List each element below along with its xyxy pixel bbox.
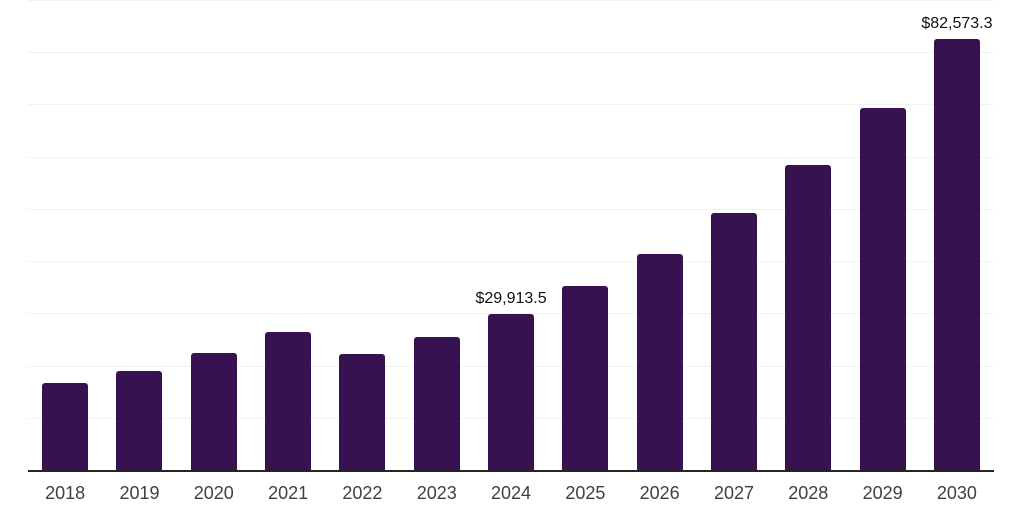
bar-slot-2030: $82,573.3 [920,0,994,470]
x-axis-labels: 2018 2019 2020 2021 2022 2023 2024 2025 2026 2027… [28,484,994,502]
bar-slot-2021 [251,0,325,470]
x-tick-label-2025: 2025 [565,483,606,503]
bar-2025 [562,286,609,470]
gridline-80000 [28,52,994,54]
bar-2026 [636,253,683,470]
bar-slot-2026 [623,0,697,470]
bar-slot-2025 [548,0,622,470]
bar-2022 [339,353,386,470]
bar-2024 [488,313,535,470]
x-tick-label-2021: 2021 [268,483,309,503]
x-tick-label-2023: 2023 [416,483,457,503]
bar-slot-2027 [697,0,771,470]
bar-slot-2028 [771,0,845,470]
bar-2030 [933,38,980,470]
bar-value-label-2024: $29,913.5 [475,289,547,307]
gridline-70000 [28,104,994,106]
bars-container: $29,913.5 $82,573.3 [28,0,994,470]
x-tick-label-2024: 2024 [491,483,532,503]
bar-slot-2024: $29,913.5 [474,0,548,470]
x-tick-label-2027: 2027 [713,483,754,503]
x-tick-label-2029: 2029 [862,483,903,503]
bar-slot-2019 [102,0,176,470]
x-tick-label-2019: 2019 [119,483,160,503]
x-tick-label-2020: 2020 [193,483,234,503]
bar-slot-2023 [400,0,474,470]
x-tick-label-2030: 2030 [936,483,977,503]
bar-slot-2020 [177,0,251,470]
gridline-50000 [28,208,994,210]
bar-2023 [413,336,460,470]
bar-2021 [265,332,312,470]
bar-value-label-2030: $82,573.3 [921,14,993,32]
bar-2018 [42,383,89,470]
bar-slot-2018 [28,0,102,470]
x-tick-label-2028: 2028 [788,483,829,503]
x-tick-label-2022: 2022 [342,483,383,503]
bar-2019 [116,371,163,470]
gridline-60000 [28,156,994,158]
bar-2020 [190,353,237,470]
bar-2027 [710,213,757,470]
x-tick-label-2026: 2026 [639,483,680,503]
bar-2029 [859,107,906,470]
plot-area: $29,913.5 $82,573.3 [28,0,994,472]
bar-slot-2029 [845,0,919,470]
x-tick-label-2018: 2018 [45,483,86,503]
bar-2028 [785,164,832,470]
gridline-40000 [28,261,994,263]
gridline-90000 [28,0,994,1]
bar-slot-2022 [325,0,399,470]
